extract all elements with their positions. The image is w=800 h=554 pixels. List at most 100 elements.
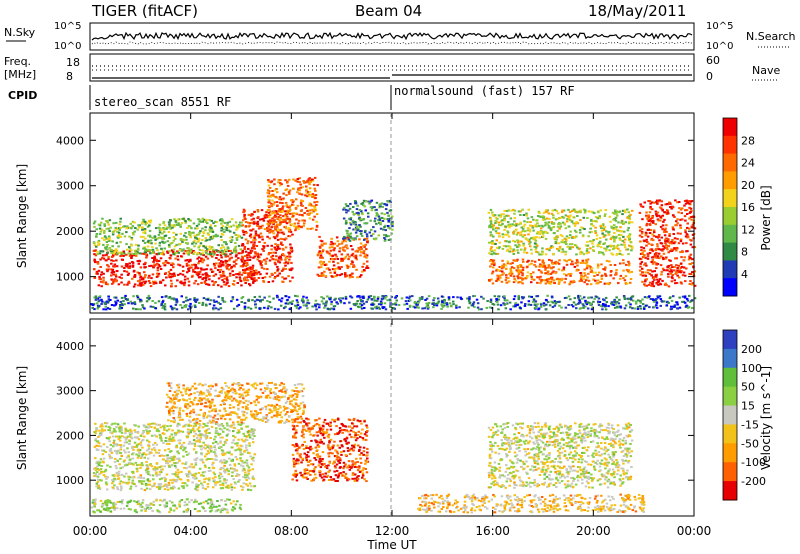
echo-cell xyxy=(128,431,132,434)
echo-cell xyxy=(527,259,530,262)
echo-cell xyxy=(686,250,689,253)
echo-cell xyxy=(262,247,266,250)
echo-cell xyxy=(195,233,199,236)
echo-cell xyxy=(197,276,201,279)
echo-cell xyxy=(99,445,103,448)
echo-cell xyxy=(140,222,144,225)
echo-cell xyxy=(684,274,687,277)
echo-cell xyxy=(569,230,572,233)
echo-cell xyxy=(468,296,471,299)
echo-cell xyxy=(156,272,159,275)
echo-cell xyxy=(242,269,245,272)
echo-cell xyxy=(164,478,167,481)
echo-cell xyxy=(220,222,223,225)
echo-cell xyxy=(690,216,693,218)
echo-cell xyxy=(659,304,662,307)
echo-cell xyxy=(226,451,229,454)
echo-cell xyxy=(551,262,554,265)
echo-cell xyxy=(346,236,349,238)
echo-cell xyxy=(133,230,136,233)
echo-cell xyxy=(645,264,648,267)
echo-cell xyxy=(575,221,578,224)
echo-cell xyxy=(354,304,358,307)
echo-cell xyxy=(216,254,219,256)
echo-cell xyxy=(550,278,554,281)
echo-cell xyxy=(582,306,585,309)
echo-cell xyxy=(578,299,581,302)
echo-cell xyxy=(284,264,287,267)
echo-cell xyxy=(549,227,552,230)
echo-cell xyxy=(232,224,235,227)
echo-cell xyxy=(290,303,294,305)
echo-cell xyxy=(116,488,119,491)
echo-cell xyxy=(660,242,664,245)
echo-cell xyxy=(112,230,115,233)
echo-cell xyxy=(603,247,606,250)
echo-cell xyxy=(341,240,344,243)
echo-cell xyxy=(406,307,409,310)
echo-cell xyxy=(601,308,604,311)
echo-cell xyxy=(674,272,677,275)
echo-cell xyxy=(199,242,203,245)
echo-cell xyxy=(105,237,108,240)
echo-cell xyxy=(299,202,303,204)
echo-cell xyxy=(535,251,538,253)
echo-cell xyxy=(161,232,164,235)
echo-cell xyxy=(241,244,244,247)
echo-cell xyxy=(354,228,357,231)
echo-cell xyxy=(194,463,198,466)
echo-cell xyxy=(679,218,682,221)
echo-cell xyxy=(179,225,182,228)
echo-cell xyxy=(423,307,426,310)
echo-cell xyxy=(95,233,99,235)
echo-cell xyxy=(601,224,605,227)
echo-cell xyxy=(245,254,249,257)
echo-cell xyxy=(264,262,267,265)
echo-cell xyxy=(184,299,188,302)
echo-cell xyxy=(655,263,659,266)
echo-cell xyxy=(380,303,383,306)
echo-cell xyxy=(586,265,589,268)
echo-cell xyxy=(151,246,154,249)
echo-cell xyxy=(556,225,560,228)
echo-cell xyxy=(162,253,165,256)
echo-cell xyxy=(663,283,667,286)
echo-cell xyxy=(251,228,255,231)
echo-cell xyxy=(247,273,250,276)
echo-cell xyxy=(270,194,273,197)
echo-cell xyxy=(384,229,387,232)
echo-cell xyxy=(105,220,108,222)
echo-cell xyxy=(134,461,138,464)
echo-cell xyxy=(541,250,544,253)
echo-cell xyxy=(138,272,141,275)
echo-cell xyxy=(512,267,516,270)
echo-cell xyxy=(318,235,321,238)
echo-cell xyxy=(133,441,137,444)
echo-cell xyxy=(666,240,670,243)
echo-cell xyxy=(163,264,167,267)
echo-cell xyxy=(269,251,273,254)
echo-cell xyxy=(234,245,237,248)
echo-cell xyxy=(181,306,184,309)
echo-cell xyxy=(90,303,93,306)
echo-cell xyxy=(561,209,564,212)
echo-cell xyxy=(265,211,268,214)
echo-cell xyxy=(288,258,291,261)
echo-cell xyxy=(158,244,161,247)
echo-cell xyxy=(100,428,104,431)
echo-cell xyxy=(627,227,630,229)
echo-cell xyxy=(206,257,210,260)
echo-cell xyxy=(318,303,321,306)
echo-cell xyxy=(253,241,256,244)
nsky-tick-top: 10^5 xyxy=(54,21,81,32)
echo-cell xyxy=(548,304,552,307)
echo-cell xyxy=(376,213,379,216)
echo-cell xyxy=(610,301,614,304)
echo-cell xyxy=(131,277,134,280)
echo-cell xyxy=(210,237,213,240)
echo-cell xyxy=(643,249,646,252)
echo-cell xyxy=(115,444,119,447)
echo-cell xyxy=(663,234,667,237)
echo-cell xyxy=(199,260,202,262)
echo-cell xyxy=(93,445,97,448)
